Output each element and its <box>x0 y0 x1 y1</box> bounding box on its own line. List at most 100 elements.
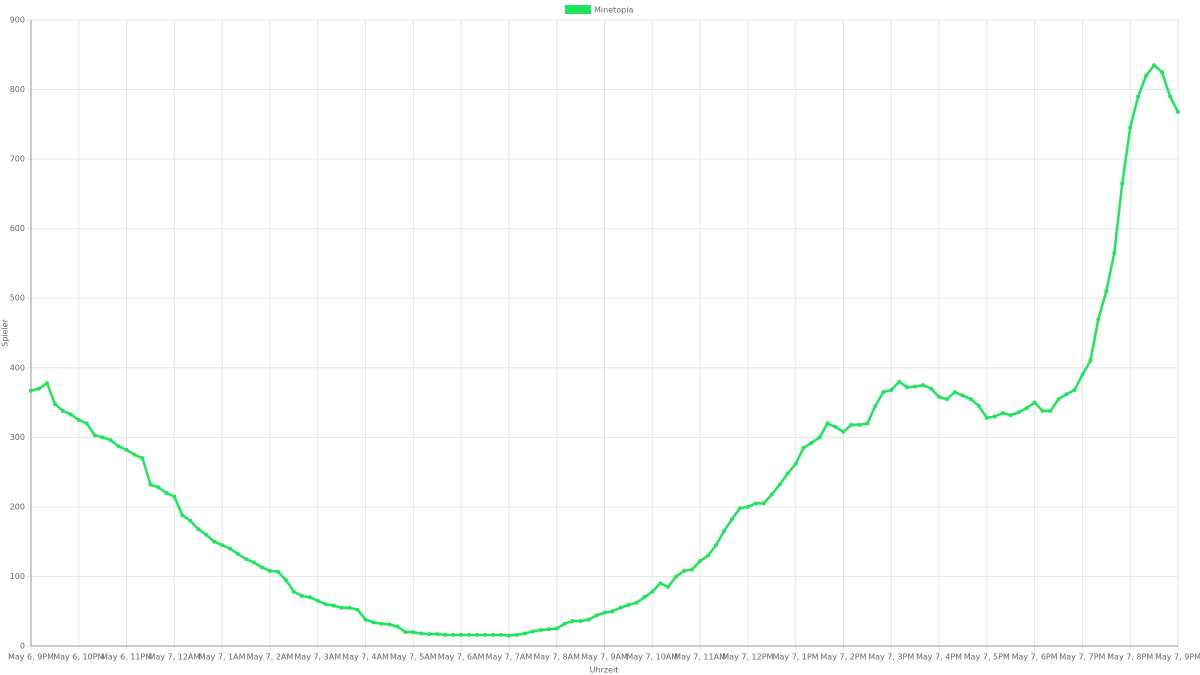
data-point <box>682 568 687 573</box>
data-point <box>116 444 121 449</box>
data-point <box>307 595 312 600</box>
data-point <box>960 393 965 398</box>
data-point <box>148 482 153 487</box>
legend-label: Minetopia <box>594 6 633 15</box>
data-point <box>1160 70 1165 75</box>
x-tick-label: May 7, 12PM <box>722 653 773 662</box>
data-point <box>514 632 519 637</box>
data-point <box>905 385 910 390</box>
data-point <box>945 397 950 402</box>
data-point <box>897 379 902 384</box>
data-point <box>475 632 480 637</box>
data-point <box>252 560 257 565</box>
data-point <box>857 422 862 427</box>
data-point <box>801 445 806 450</box>
data-point <box>283 577 288 582</box>
data-point <box>865 421 870 426</box>
data-point <box>68 412 73 417</box>
data-point <box>1096 317 1101 322</box>
data-point <box>36 386 41 391</box>
data-point <box>100 435 105 440</box>
data-point <box>761 501 766 506</box>
x-tick-label: May 7, 1PM <box>773 653 819 662</box>
data-point <box>1088 358 1093 363</box>
data-point <box>650 589 655 594</box>
data-point <box>658 581 663 586</box>
data-point <box>1064 392 1069 397</box>
data-point <box>180 513 185 518</box>
legend-swatch <box>565 5 591 14</box>
data-point <box>267 568 272 573</box>
data-point <box>1008 413 1013 418</box>
data-point <box>881 390 886 395</box>
data-point <box>29 388 33 393</box>
data-point <box>793 461 798 466</box>
data-point <box>1144 73 1149 78</box>
data-point <box>690 567 695 572</box>
x-tick-label: May 7, 7AM <box>486 653 533 662</box>
y-tick-label: 400 <box>10 363 25 372</box>
data-point <box>132 452 137 457</box>
data-point <box>204 532 209 537</box>
data-point <box>228 546 233 551</box>
data-point <box>459 632 464 637</box>
data-point <box>1136 94 1141 99</box>
data-point <box>323 602 328 607</box>
data-point <box>745 504 750 509</box>
x-tick-label: May 7, 1AM <box>199 653 246 662</box>
data-point <box>873 404 878 409</box>
data-point <box>52 401 57 406</box>
data-point <box>506 633 511 638</box>
data-point <box>968 397 973 402</box>
data-point <box>618 605 623 610</box>
data-point <box>984 415 989 420</box>
data-point <box>467 632 472 637</box>
data-point <box>275 569 280 574</box>
data-point <box>737 506 742 511</box>
data-point <box>785 471 790 476</box>
data-point <box>698 559 703 564</box>
x-tick-label: May 7, 4PM <box>916 653 962 662</box>
data-point <box>777 482 782 487</box>
data-point <box>642 595 647 600</box>
data-point <box>244 557 249 562</box>
data-point <box>913 384 918 389</box>
data-point <box>196 527 201 532</box>
data-point <box>1104 289 1109 294</box>
data-point <box>331 603 336 608</box>
data-point <box>610 609 615 614</box>
data-point <box>140 456 145 461</box>
data-point <box>1128 125 1133 130</box>
data-point <box>1112 251 1117 256</box>
data-point <box>435 632 440 637</box>
data-point <box>952 390 957 395</box>
x-tick-label: May 7, 6PM <box>1012 653 1058 662</box>
data-point <box>212 539 217 544</box>
data-point <box>586 617 591 622</box>
data-point <box>236 552 241 557</box>
x-tick-label: May 7, 5PM <box>964 653 1010 662</box>
data-point <box>411 630 416 635</box>
data-point <box>562 621 567 626</box>
x-tick-label: May 7, 9PM <box>1155 653 1200 662</box>
data-point <box>666 584 671 589</box>
data-point <box>451 632 456 637</box>
data-point <box>188 518 193 523</box>
data-point <box>825 421 830 426</box>
x-tick-label: May 7, 2PM <box>820 653 866 662</box>
data-point <box>522 631 527 636</box>
data-point <box>427 632 432 637</box>
x-tick-label: May 6, 9PM <box>8 653 54 662</box>
y-tick-label: 0 <box>20 642 25 651</box>
x-tick-label: May 7, 11AM <box>674 653 726 662</box>
data-point <box>483 632 488 637</box>
data-point <box>172 494 177 499</box>
data-point <box>490 632 495 637</box>
data-point <box>220 543 225 548</box>
data-point <box>921 383 926 388</box>
data-point <box>721 529 726 534</box>
data-point <box>299 593 304 598</box>
y-tick-label: 100 <box>10 572 25 581</box>
data-point <box>363 617 368 622</box>
data-point <box>602 610 607 615</box>
